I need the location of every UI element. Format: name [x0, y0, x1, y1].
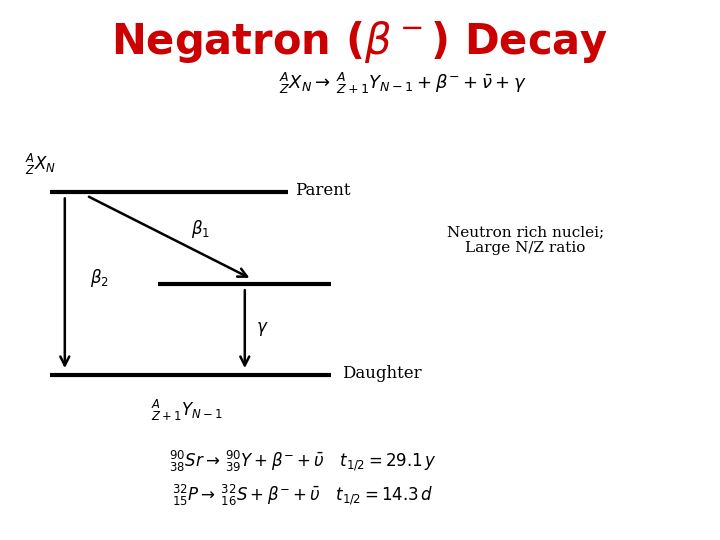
Text: $\gamma$: $\gamma$	[256, 320, 268, 339]
Text: $^{A}_{Z+1}Y_{N-1}$: $^{A}_{Z+1}Y_{N-1}$	[151, 398, 223, 423]
Text: Negatron ($\beta^-$) Decay: Negatron ($\beta^-$) Decay	[112, 19, 608, 65]
Text: $^{A}_{Z}X_{N}$: $^{A}_{Z}X_{N}$	[25, 152, 56, 177]
Text: Neutron rich nuclei;
Large N/Z ratio: Neutron rich nuclei; Large N/Z ratio	[447, 225, 604, 255]
Text: $\beta_2$: $\beta_2$	[90, 267, 109, 289]
Text: $\beta_1$: $\beta_1$	[191, 219, 210, 240]
Text: $^{90}_{38}Sr\rightarrow\,^{90}_{39}Y+\beta^{-}+\bar{\upsilon}\quad t_{1/2}=29.1: $^{90}_{38}Sr\rightarrow\,^{90}_{39}Y+\b…	[168, 449, 436, 474]
Text: Parent: Parent	[295, 181, 351, 199]
Text: Daughter: Daughter	[342, 365, 422, 382]
Text: $^{32}_{15}P\rightarrow\,^{32}_{16}S+\beta^{-}+\bar{\upsilon}\quad t_{1/2}=14.3\: $^{32}_{15}P\rightarrow\,^{32}_{16}S+\be…	[171, 483, 433, 508]
Text: $^{A}_{Z}X_{N}\rightarrow\,^{A}_{Z+1}Y_{N-1}+\beta^{-}+\bar{\nu}+\gamma$: $^{A}_{Z}X_{N}\rightarrow\,^{A}_{Z+1}Y_{…	[279, 71, 527, 96]
